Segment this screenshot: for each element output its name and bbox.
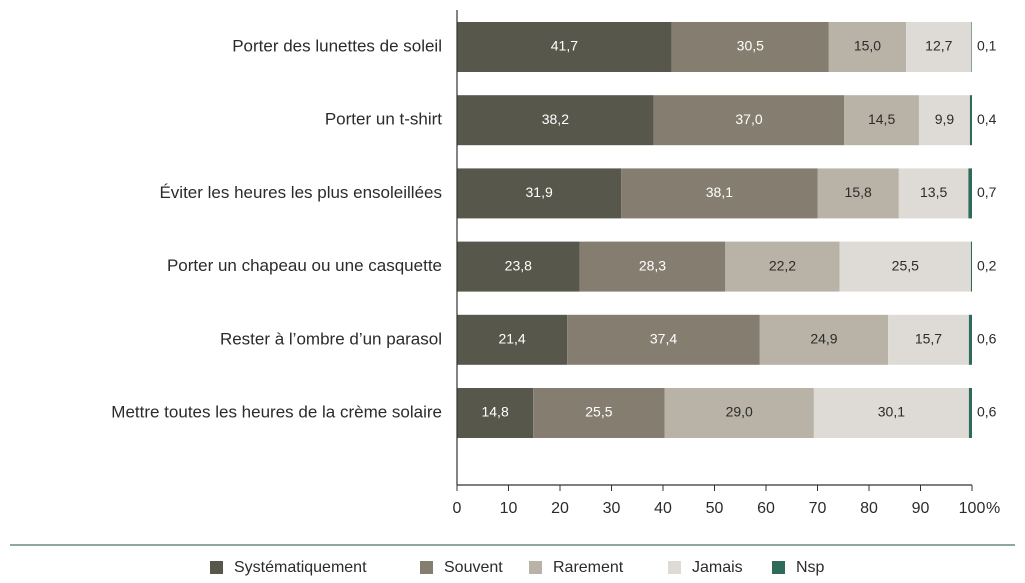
value-label: 21,4 bbox=[498, 331, 525, 347]
legend-swatch bbox=[420, 561, 433, 574]
x-tick-label: 90 bbox=[912, 500, 930, 517]
bar-segment bbox=[653, 95, 845, 146]
value-label: 22,2 bbox=[769, 257, 796, 273]
bar-segment bbox=[839, 241, 971, 292]
value-label: 12,7 bbox=[925, 38, 952, 54]
value-label: 29,0 bbox=[726, 404, 753, 420]
legend-label: Rarement bbox=[553, 559, 624, 576]
value-label: 31,9 bbox=[526, 184, 553, 200]
bar-segment bbox=[898, 168, 969, 219]
value-label: 0,7 bbox=[977, 184, 997, 200]
bar-segment bbox=[457, 22, 672, 72]
bar-segment bbox=[906, 22, 972, 72]
value-label: 14,8 bbox=[481, 404, 508, 420]
value-label: 23,8 bbox=[505, 257, 532, 273]
value-label: 25,5 bbox=[892, 257, 919, 273]
category-label: Éviter les heures les plus ensoleillées bbox=[159, 183, 442, 202]
legend-swatch bbox=[210, 561, 223, 574]
legend-label: Nsp bbox=[796, 559, 825, 576]
bar-segment bbox=[759, 314, 889, 365]
legend-label: Jamais bbox=[692, 559, 743, 576]
value-label: 25,5 bbox=[585, 404, 612, 420]
x-tick-label: 30 bbox=[603, 500, 621, 517]
value-label: 28,3 bbox=[639, 257, 666, 273]
bar-segment bbox=[457, 168, 622, 219]
bar-segment bbox=[817, 168, 899, 219]
bar-segment bbox=[533, 388, 665, 438]
bar-segment bbox=[671, 22, 829, 72]
bar-segment bbox=[918, 95, 970, 146]
value-label: 30,1 bbox=[878, 404, 905, 420]
legend-label: Souvent bbox=[444, 559, 503, 576]
value-label: 14,5 bbox=[868, 111, 895, 127]
bar-segment bbox=[457, 241, 580, 292]
value-label: 0,6 bbox=[977, 331, 997, 347]
x-tick-label: 100 bbox=[959, 500, 986, 517]
bar-segment bbox=[968, 314, 972, 365]
value-label: 9,9 bbox=[935, 111, 955, 127]
value-label: 41,7 bbox=[551, 38, 578, 54]
bar-segment bbox=[828, 22, 907, 72]
x-tick-label: 50 bbox=[706, 500, 724, 517]
bar-segment bbox=[813, 388, 969, 438]
bar-segment bbox=[579, 241, 726, 292]
value-label: 37,0 bbox=[735, 111, 762, 127]
bar-segment bbox=[888, 314, 969, 365]
legend-label: Systématiquement bbox=[234, 559, 367, 576]
bar-segment bbox=[970, 241, 972, 292]
x-tick-label: 80 bbox=[860, 500, 878, 517]
x-tick-label: 70 bbox=[809, 500, 827, 517]
value-label: 37,4 bbox=[650, 331, 677, 347]
value-label: 0,1 bbox=[977, 38, 997, 54]
bar-segment bbox=[567, 314, 760, 365]
x-tick-label: 0 bbox=[453, 500, 462, 517]
bar-segment bbox=[969, 95, 972, 146]
bar-segment bbox=[664, 388, 814, 438]
value-label: 15,0 bbox=[854, 38, 881, 54]
value-label: 0,4 bbox=[977, 111, 997, 127]
value-label: 0,6 bbox=[977, 404, 997, 420]
value-label: 38,2 bbox=[542, 111, 569, 127]
value-label: 24,9 bbox=[810, 331, 837, 347]
category-label: Rester à l’ombre d’un parasol bbox=[220, 329, 442, 348]
bar-segment bbox=[457, 388, 534, 438]
legend-swatch bbox=[772, 561, 785, 574]
x-tick-label: 60 bbox=[757, 500, 775, 517]
x-tick-label: 20 bbox=[551, 500, 569, 517]
value-label: 0,2 bbox=[977, 257, 997, 273]
x-tick-label: 10 bbox=[500, 500, 518, 517]
bar-segment bbox=[725, 241, 840, 292]
bar-segment bbox=[457, 314, 568, 365]
bar-segment bbox=[621, 168, 818, 219]
bar-segment bbox=[971, 22, 972, 72]
x-tick-label: 40 bbox=[654, 500, 672, 517]
bar-segment bbox=[968, 168, 972, 219]
bar-segment bbox=[968, 388, 972, 438]
value-label: 13,5 bbox=[920, 184, 947, 200]
legend-swatch bbox=[529, 561, 542, 574]
category-label: Mettre toutes les heures de la crème sol… bbox=[111, 402, 442, 421]
value-label: 38,1 bbox=[706, 184, 733, 200]
value-label: 15,8 bbox=[845, 184, 872, 200]
category-label: Porter un t-shirt bbox=[325, 110, 442, 129]
category-label: Porter un chapeau ou une casquette bbox=[167, 256, 442, 275]
bar-segment bbox=[844, 95, 919, 146]
category-label: Porter des lunettes de soleil bbox=[232, 36, 442, 55]
bar-segment bbox=[457, 95, 654, 146]
legend-swatch bbox=[668, 561, 681, 574]
value-label: 15,7 bbox=[915, 331, 942, 347]
value-label: 30,5 bbox=[737, 38, 764, 54]
x-axis-unit: % bbox=[986, 500, 1000, 517]
